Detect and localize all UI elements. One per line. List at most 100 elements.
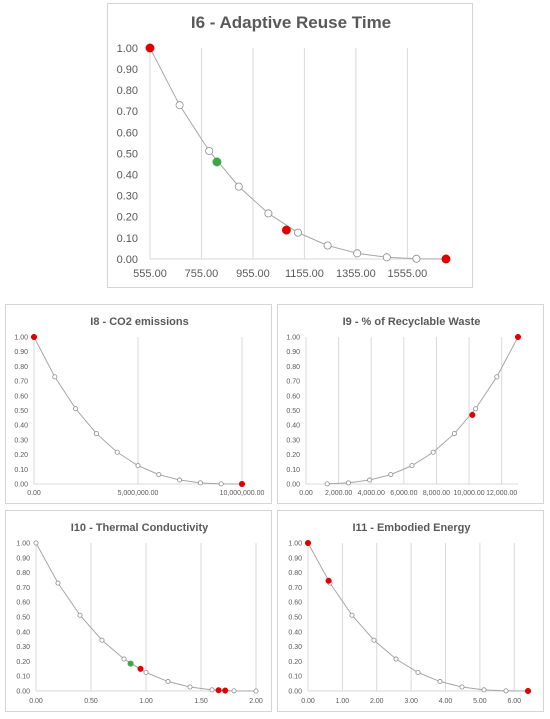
x-tick-label: 1155.00 bbox=[285, 268, 324, 280]
data-point bbox=[197, 480, 203, 486]
y-tick-label: 0.80 bbox=[286, 364, 300, 371]
data-point bbox=[165, 679, 171, 685]
chart-i10-svg: I10 - Thermal Conductivity 0.00 0.10 0.20 0.… bbox=[16, 522, 263, 705]
red-highlight-point bbox=[30, 333, 38, 341]
x-tick-label: 4,000.00 bbox=[358, 490, 385, 497]
y-tick-label: 0.60 bbox=[286, 393, 300, 400]
x-tick-label: 1355.00 bbox=[336, 268, 376, 280]
green-highlight-point bbox=[212, 157, 222, 167]
y-tick-label: 0.70 bbox=[16, 585, 30, 592]
chart-i11-svg: I11 - Embodied Energy 0.00 0.10 0.20 0.30 0.4… bbox=[288, 522, 532, 705]
y-tick-label: 0.00 bbox=[288, 688, 302, 695]
y-tick-label: 0.90 bbox=[288, 555, 302, 562]
y-tick-label: 0.10 bbox=[14, 467, 28, 474]
y-tick-label: 1.00 bbox=[117, 43, 138, 55]
y-tick-label: 1.00 bbox=[14, 334, 28, 341]
x-tick-label: 6.00 bbox=[507, 698, 521, 705]
chart-title: I8 - CO2 emissions bbox=[90, 316, 188, 328]
x-tick-label: 2.00 bbox=[370, 698, 384, 705]
data-point bbox=[451, 431, 457, 437]
chart-panel-i8: I8 - CO2 emissions 0.00 0.10 0.20 0.30 0.40 0.… bbox=[5, 304, 272, 504]
data-point bbox=[415, 669, 421, 675]
y-tick-label: 1.00 bbox=[286, 334, 300, 341]
data-point bbox=[412, 254, 421, 263]
data-point bbox=[382, 253, 391, 262]
red-highlight-point bbox=[145, 43, 155, 53]
red-highlight-point bbox=[215, 687, 222, 694]
y-tick-label: 0.10 bbox=[16, 674, 30, 681]
data-point bbox=[77, 612, 83, 618]
series-line bbox=[307, 542, 529, 692]
data-point bbox=[430, 449, 436, 455]
data-point bbox=[205, 146, 214, 155]
y-tick-label: 0.40 bbox=[288, 629, 302, 636]
data-point bbox=[121, 656, 127, 662]
red-highlight-point bbox=[137, 665, 144, 672]
data-point bbox=[323, 241, 332, 250]
x-tick-label: 10,000,000.00 bbox=[220, 490, 265, 497]
y-tick-label: 0.20 bbox=[14, 452, 28, 459]
data-point bbox=[345, 480, 351, 486]
data-point bbox=[437, 679, 443, 685]
y-tick-label: 0.50 bbox=[288, 614, 302, 621]
data-point bbox=[52, 374, 58, 380]
data-point bbox=[481, 687, 487, 693]
red-highlight-point bbox=[222, 687, 229, 694]
y-tick-label: 0.90 bbox=[16, 555, 30, 562]
red-highlight-point bbox=[281, 225, 291, 235]
data-point bbox=[99, 637, 105, 643]
x-tick-label: 755.00 bbox=[185, 268, 219, 280]
y-tick-label: 0.40 bbox=[286, 423, 300, 430]
y-tick-label: 1.00 bbox=[16, 540, 30, 547]
x-tick-label: 1555.00 bbox=[388, 268, 428, 280]
chart-i8-svg: I8 - CO2 emissions 0.00 0.10 0.20 0.30 0.40 0.… bbox=[14, 316, 265, 497]
data-point bbox=[218, 481, 224, 487]
data-point bbox=[293, 228, 302, 237]
y-tick-label: 0.80 bbox=[117, 85, 138, 97]
y-tick-label: 0.90 bbox=[117, 64, 138, 76]
red-highlight-point bbox=[304, 539, 312, 547]
y-tick-label: 0.50 bbox=[286, 408, 300, 415]
x-tick-label: 5.00 bbox=[473, 698, 487, 705]
data-point bbox=[367, 477, 373, 483]
x-tick-label: 0.00 bbox=[299, 490, 313, 497]
y-tick-label: 0.00 bbox=[16, 688, 30, 695]
data-point bbox=[349, 612, 355, 618]
data-point bbox=[459, 684, 465, 690]
x-tick-label: 1.00 bbox=[139, 698, 153, 705]
data-point bbox=[175, 101, 184, 110]
y-tick-label: 0.70 bbox=[117, 106, 138, 118]
chart-title: I10 - Thermal Conductivity bbox=[71, 522, 209, 534]
y-tick-label: 0.80 bbox=[14, 364, 28, 371]
y-tick-label: 0.60 bbox=[16, 600, 30, 607]
y-tick-label: 0.30 bbox=[288, 644, 302, 651]
red-highlight-point bbox=[469, 411, 476, 418]
data-point bbox=[393, 656, 399, 662]
x-tick-label: 0.00 bbox=[301, 698, 315, 705]
y-tick-label: 0.10 bbox=[286, 467, 300, 474]
y-tick-label: 0.20 bbox=[286, 452, 300, 459]
red-highlight-point bbox=[441, 254, 451, 264]
x-tick-label: 1.50 bbox=[194, 698, 208, 705]
y-tick-label: 0.00 bbox=[14, 481, 28, 488]
x-tick-label: 3.00 bbox=[404, 698, 418, 705]
x-tick-label: 10,000.00 bbox=[453, 490, 484, 497]
data-point bbox=[494, 374, 500, 380]
chart-panel-i9: I9 - % of Recyclable Waste 0.00 0.10 0.20 0.… bbox=[277, 304, 544, 504]
y-tick-label: 0.30 bbox=[286, 437, 300, 444]
x-tick-label: 555.00 bbox=[133, 268, 167, 280]
series-line bbox=[149, 47, 447, 260]
data-point bbox=[409, 463, 415, 469]
y-tick-label: 0.70 bbox=[286, 379, 300, 386]
y-tick-label: 0.10 bbox=[117, 233, 138, 245]
x-tick-label: 0.50 bbox=[84, 698, 98, 705]
data-point bbox=[234, 182, 243, 191]
y-tick-label: 0.50 bbox=[16, 614, 30, 621]
data-point bbox=[503, 688, 509, 694]
y-tick-label: 0.80 bbox=[16, 570, 30, 577]
y-tick-label: 0.90 bbox=[286, 349, 300, 356]
x-tick-label: 0.00 bbox=[27, 490, 41, 497]
y-tick-label: 0.50 bbox=[117, 148, 138, 160]
red-highlight-point bbox=[238, 480, 246, 488]
data-point bbox=[93, 431, 99, 437]
